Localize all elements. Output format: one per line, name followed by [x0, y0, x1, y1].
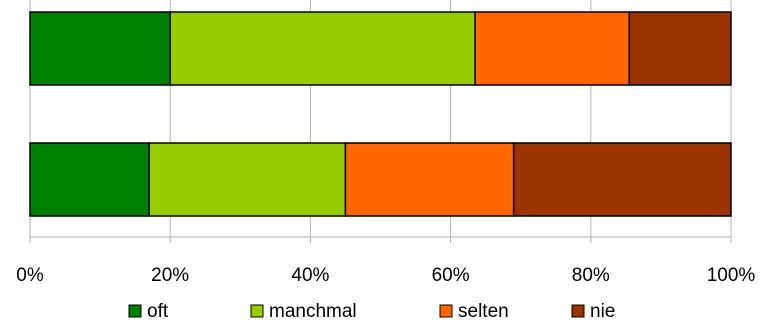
bar-segment-oft-2 — [29, 142, 150, 217]
legend-label-manchmal: manchmal — [269, 301, 357, 322]
bar-segment-nie-2 — [512, 142, 732, 217]
legend-label-oft: oft — [147, 301, 169, 322]
legend-swatch-manchmal — [250, 304, 264, 318]
x-tick-label: 80% — [572, 265, 610, 286]
bar-segment-selten-2 — [344, 142, 515, 217]
x-tick-label: 0% — [16, 265, 44, 286]
bar-segment-manchmal-1 — [169, 11, 476, 86]
x-tick-label: 20% — [151, 265, 189, 286]
legend-label-selten: selten — [458, 301, 509, 322]
legend-swatch-oft — [128, 304, 142, 318]
legend: oft manchmal selten nie — [128, 301, 615, 322]
bars — [29, 11, 732, 217]
bar-segment-selten-1 — [474, 11, 631, 86]
legend-swatch-selten — [439, 304, 453, 318]
x-tick-label: 100% — [707, 265, 756, 286]
bar-segment-oft-1 — [29, 11, 171, 86]
x-axis: 0% 20% 40% 60% 80% 100% — [16, 236, 756, 286]
bar-segment-manchmal-2 — [148, 142, 347, 217]
x-tick-label: 40% — [291, 265, 329, 286]
legend-label-nie: nie — [590, 301, 615, 322]
x-tick-label: 60% — [432, 265, 470, 286]
legend-swatch-nie — [571, 304, 585, 318]
bar-segment-nie-1 — [628, 11, 732, 86]
